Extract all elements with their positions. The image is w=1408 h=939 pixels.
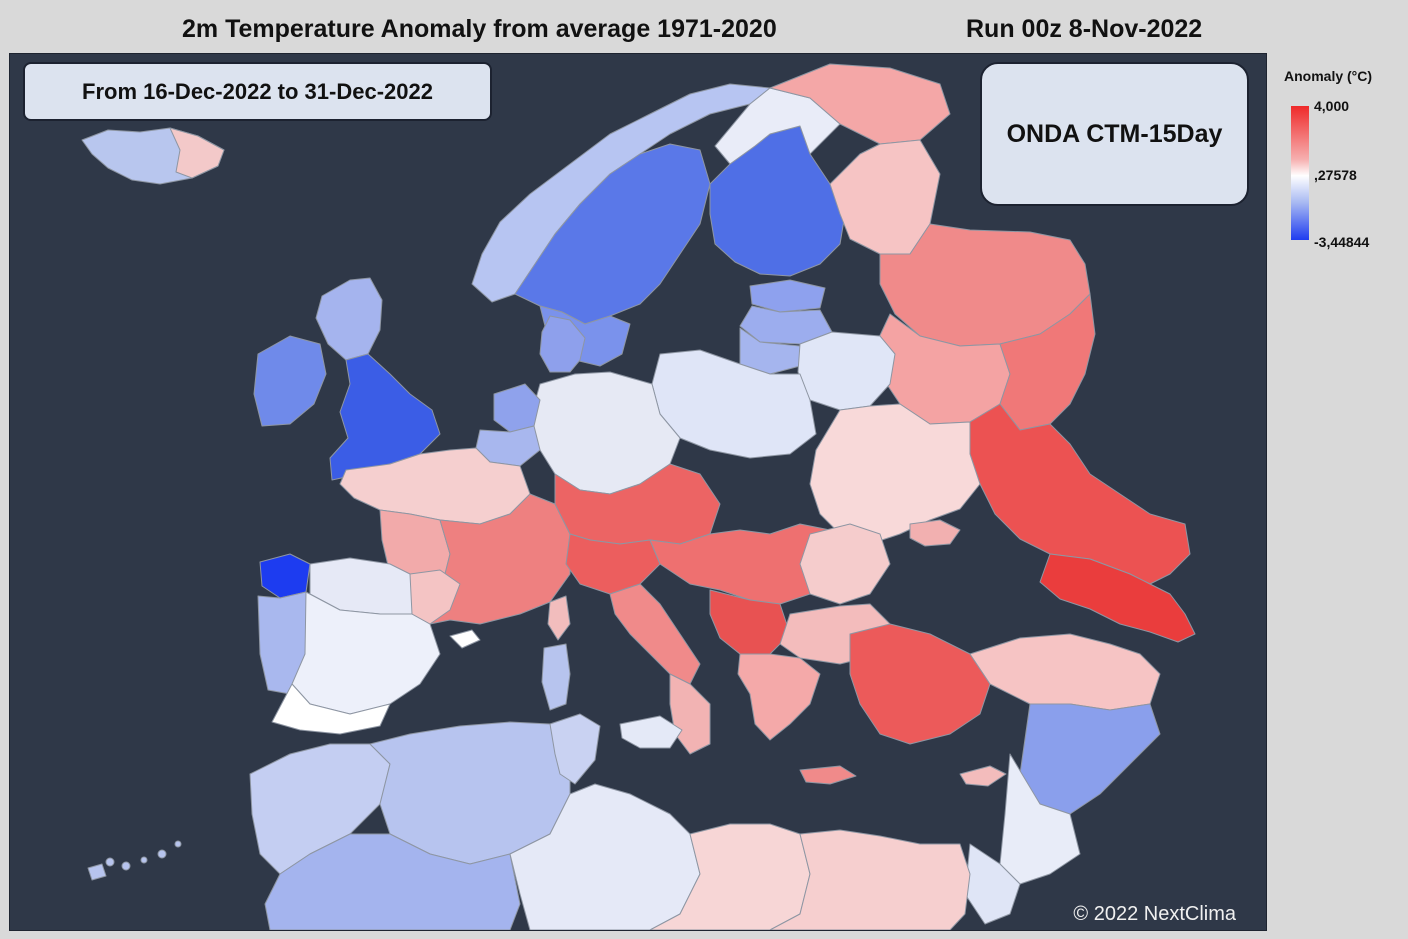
canary-islands xyxy=(105,840,182,871)
region-morocco xyxy=(249,743,391,875)
region-caucasus xyxy=(1039,553,1196,643)
region-sardinia xyxy=(541,643,571,711)
region-tunisia xyxy=(549,713,601,785)
region-italy-north xyxy=(565,533,661,595)
region-balearics xyxy=(449,629,481,649)
region-crimea xyxy=(909,519,961,547)
legend-title: Anomaly (°C) xyxy=(1284,68,1373,84)
region-turkey-west xyxy=(849,623,991,745)
region-syria-iraq xyxy=(1019,703,1161,815)
region-scotland xyxy=(315,277,383,361)
region-denmark xyxy=(539,315,586,373)
legend-mid-label: ,27578 xyxy=(1314,167,1357,183)
region-greece xyxy=(737,653,821,741)
region-galicia xyxy=(259,553,311,599)
region-ne-scandinavia-dots xyxy=(87,863,107,881)
region-estonia xyxy=(749,279,826,313)
copyright-label: © 2022 NextClima xyxy=(1073,903,1236,925)
region-kola xyxy=(769,63,951,145)
region-egypt xyxy=(769,829,971,930)
region-ireland xyxy=(253,335,327,427)
region-andalusia xyxy=(271,683,391,735)
region-italy-center xyxy=(609,583,701,685)
europe-map xyxy=(81,63,1196,930)
legend-color-bar xyxy=(1291,106,1309,240)
region-levant xyxy=(999,753,1081,885)
map-title: 2m Temperature Anomaly from average 1971… xyxy=(182,15,777,43)
region-corsica xyxy=(547,595,571,641)
region-belarus xyxy=(797,331,896,411)
legend-min-label: -3,44844 xyxy=(1314,234,1370,250)
region-italy-south xyxy=(669,673,711,755)
region-sicily xyxy=(619,715,683,749)
map-panel[interactable]: From 16-Dec-2022 to 31-Dec-2022 ONDA CTM… xyxy=(9,53,1267,931)
region-romania xyxy=(799,523,891,605)
region-russia-volga xyxy=(999,293,1096,431)
region-cyprus xyxy=(959,765,1007,787)
region-iceland-east xyxy=(169,127,225,179)
model-box: ONDA CTM-15Day xyxy=(980,62,1249,206)
region-algeria-south xyxy=(264,833,521,930)
region-crete xyxy=(799,765,857,785)
legend-max-label: 4,000 xyxy=(1314,98,1350,114)
run-label: Run 00z 8-Nov-2022 xyxy=(966,15,1203,43)
region-catalonia xyxy=(409,569,461,625)
region-turkey-east xyxy=(969,633,1161,711)
period-box: From 16-Dec-2022 to 31-Dec-2022 xyxy=(23,62,492,121)
region-ukraine xyxy=(809,403,981,545)
region-netherlands xyxy=(493,383,541,433)
region-russia-south xyxy=(969,403,1191,585)
